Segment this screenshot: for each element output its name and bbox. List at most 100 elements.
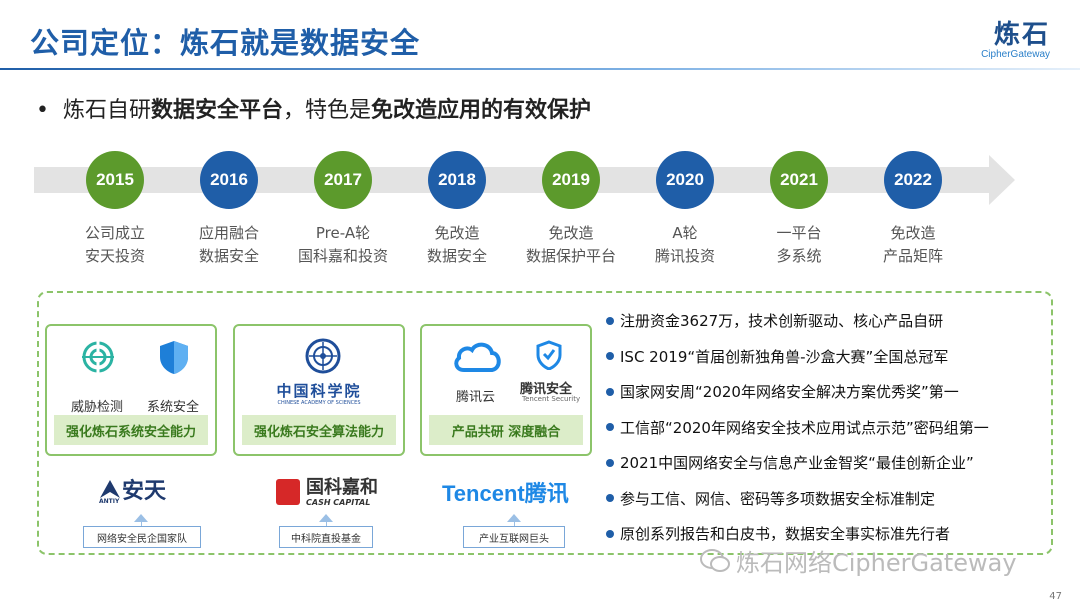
card-cas: 中国科学院 CHINESE ACADEMY OF SCIENCES 强化炼石安全… <box>233 324 405 456</box>
list-item-text: ISC 2019“首届创新独角兽-沙盒大赛”全国总冠军 <box>620 347 949 366</box>
bullet-dot-icon <box>606 423 614 432</box>
company-logo: 炼石 CipherGateway <box>981 14 1050 60</box>
milestone-line2: 产品矩阵 <box>882 247 943 265</box>
antiy-tag: 网络安全民企国家队 <box>83 526 201 548</box>
bullet-dot-icon <box>606 458 614 467</box>
list-item-text: 注册资金3627万，技术创新驱动、核心产品自研 <box>620 312 944 331</box>
cash-capital-logo-en: CASH CAPITAL <box>306 498 371 507</box>
arrow-stem <box>514 521 515 527</box>
milestone-2018: 免改造 数据安全 <box>392 222 522 268</box>
milestone-line1: 应用融合 <box>198 224 259 242</box>
title-underline <box>0 68 1080 70</box>
milestone-line1: Pre-A轮 <box>315 224 371 242</box>
list-item-text: 工信部“2020年网络安全技术应用试点示范”密码组第一 <box>620 418 989 437</box>
bullet-dot-icon <box>606 387 614 396</box>
milestone-line2: 数据保护平台 <box>525 247 616 265</box>
bullet-dot-icon <box>606 316 614 325</box>
milestone-line2: 腾讯投资 <box>654 247 715 265</box>
threat-detection-icon <box>81 340 115 374</box>
cas-name: 中国科学院 <box>276 382 362 400</box>
milestone-line2: 安天投资 <box>84 247 145 265</box>
milestone-line1: 公司成立 <box>84 224 145 242</box>
milestone-line1: 免改造 <box>890 224 936 242</box>
logo-text-cn: 炼石 <box>993 20 1050 50</box>
antiy-logo-text: 安天 <box>122 479 167 504</box>
list-item: 原创系列报告和白皮书，数据安全事实标准先行者 <box>606 516 1046 552</box>
statement-mid: ，特色是 <box>283 98 372 123</box>
wechat-watermark: 炼石网络CipherGateway <box>700 543 1017 578</box>
page-title: 公司定位：炼石就是数据安全 <box>30 26 421 60</box>
list-item-text: 参与工信、网信、密码等多项数据安全标准制定 <box>620 489 936 508</box>
list-item: 参与工信、网信、密码等多项数据安全标准制定 <box>606 481 1046 517</box>
cas-emblem-icon <box>305 338 341 374</box>
milestone-2019: 免改造 数据保护平台 <box>506 222 636 268</box>
page-number: 47 <box>1049 591 1062 602</box>
card-antiy: 威胁检测 系统安全 强化炼石系统安全能力 <box>45 324 217 456</box>
year-2019-circle: 2019 <box>542 151 600 209</box>
milestone-line1: 一平台 <box>776 224 822 242</box>
year-2022-circle: 2022 <box>884 151 942 209</box>
antiy-logo-en: ANTIY <box>99 498 120 505</box>
investors-and-honors-panel <box>37 291 1053 555</box>
threat-detection-label: 威胁检测 <box>71 400 124 415</box>
list-item: 工信部“2020年网络安全技术应用试点示范”密码组第一 <box>606 410 1046 446</box>
year-2021-circle: 2021 <box>770 151 828 209</box>
year-2017-circle: 2017 <box>314 151 372 209</box>
positioning-statement: • 炼石自研数据安全平台，特色是免改造应用的有效保护 <box>36 92 591 124</box>
tencent-logo-text: Tencent腾讯 <box>442 481 569 506</box>
watermark-text: 炼石网络CipherGateway <box>736 549 1017 577</box>
cash-capital-logo-icon <box>276 479 300 505</box>
tencent-security-label: 腾讯安全 <box>520 382 573 397</box>
milestone-2015: 公司成立 安天投资 <box>50 222 180 268</box>
tencent-security-icon <box>536 340 562 370</box>
milestone-line2: 数据安全 <box>198 247 259 265</box>
bullet-dot-icon <box>606 352 614 361</box>
timeline-arrow-head <box>989 155 1015 205</box>
antiy-logo-icon <box>98 478 122 502</box>
list-item-text: 原创系列报告和白皮书，数据安全事实标准先行者 <box>620 525 951 544</box>
arrow-up-icon <box>134 514 148 522</box>
list-item: ISC 2019“首届创新独角兽-沙盒大赛”全国总冠军 <box>606 339 1046 375</box>
arrow-up-icon <box>507 514 521 522</box>
card-band: 强化炼石系统安全能力 <box>54 415 208 445</box>
honors-list: 注册资金3627万，技术创新驱动、核心产品自研 ISC 2019“首届创新独角兽… <box>606 303 1046 552</box>
bullet-dot-icon <box>606 529 614 538</box>
statement-bold-feature: 免改造应用的有效保护 <box>371 98 592 123</box>
tencent-tag: 产业互联网巨头 <box>463 526 565 548</box>
bullet-marker: • <box>36 98 49 123</box>
cash-capital-logo-text: 国科嘉和 <box>306 477 378 498</box>
milestone-line1: A轮 <box>672 224 698 242</box>
card-band: 产品共研 深度融合 <box>429 415 583 445</box>
list-item-text: 2021中国网络安全与信息产业金智奖“最佳创新企业” <box>620 454 974 473</box>
milestone-2017: Pre-A轮 国科嘉和投资 <box>278 222 408 268</box>
wechat-icon <box>700 548 730 573</box>
milestone-2022: 免改造 产品矩阵 <box>848 222 978 268</box>
milestone-line2: 国科嘉和投资 <box>297 247 388 265</box>
arrow-stem <box>326 521 327 527</box>
logo-text-en: CipherGateway <box>981 49 1050 60</box>
tencent-cloud-icon <box>452 340 502 374</box>
statement-bold-platform: 数据安全平台 <box>151 98 284 123</box>
cash-capital-tag: 中科院直投基金 <box>279 526 373 548</box>
milestone-2020: A轮腾讯投资 <box>620 222 750 268</box>
milestone-line1: 免改造 <box>548 224 594 242</box>
bullet-dot-icon <box>606 494 614 503</box>
card-tencent: 腾讯云 腾讯安全 Tencent Security 产品共研 深度融合 <box>420 324 592 456</box>
arrow-stem <box>141 521 142 527</box>
system-security-label: 系统安全 <box>147 400 200 415</box>
milestone-2016: 应用融合 数据安全 <box>164 222 294 268</box>
tencent-security-label-en: Tencent Security <box>522 395 581 403</box>
milestone-2021: 一平台 多系统 <box>734 222 864 268</box>
year-2018-circle: 2018 <box>428 151 486 209</box>
year-2015-circle: 2015 <box>86 151 144 209</box>
list-item-text: 国家网安周“2020年网络安全解决方案优秀奖”第一 <box>620 383 959 402</box>
year-2020-circle: 2020 <box>656 151 714 209</box>
cas-name-en: CHINESE ACADEMY OF SCIENCES <box>277 400 361 406</box>
year-2016-circle: 2016 <box>200 151 258 209</box>
milestone-line2: 数据安全 <box>426 247 487 265</box>
milestone-line1: 免改造 <box>434 224 480 242</box>
statement-prefix: 炼石自研 <box>62 98 151 123</box>
list-item: 2021中国网络安全与信息产业金智奖“最佳创新企业” <box>606 445 1046 481</box>
arrow-up-icon <box>319 514 333 522</box>
list-item: 注册资金3627万，技术创新驱动、核心产品自研 <box>606 303 1046 339</box>
